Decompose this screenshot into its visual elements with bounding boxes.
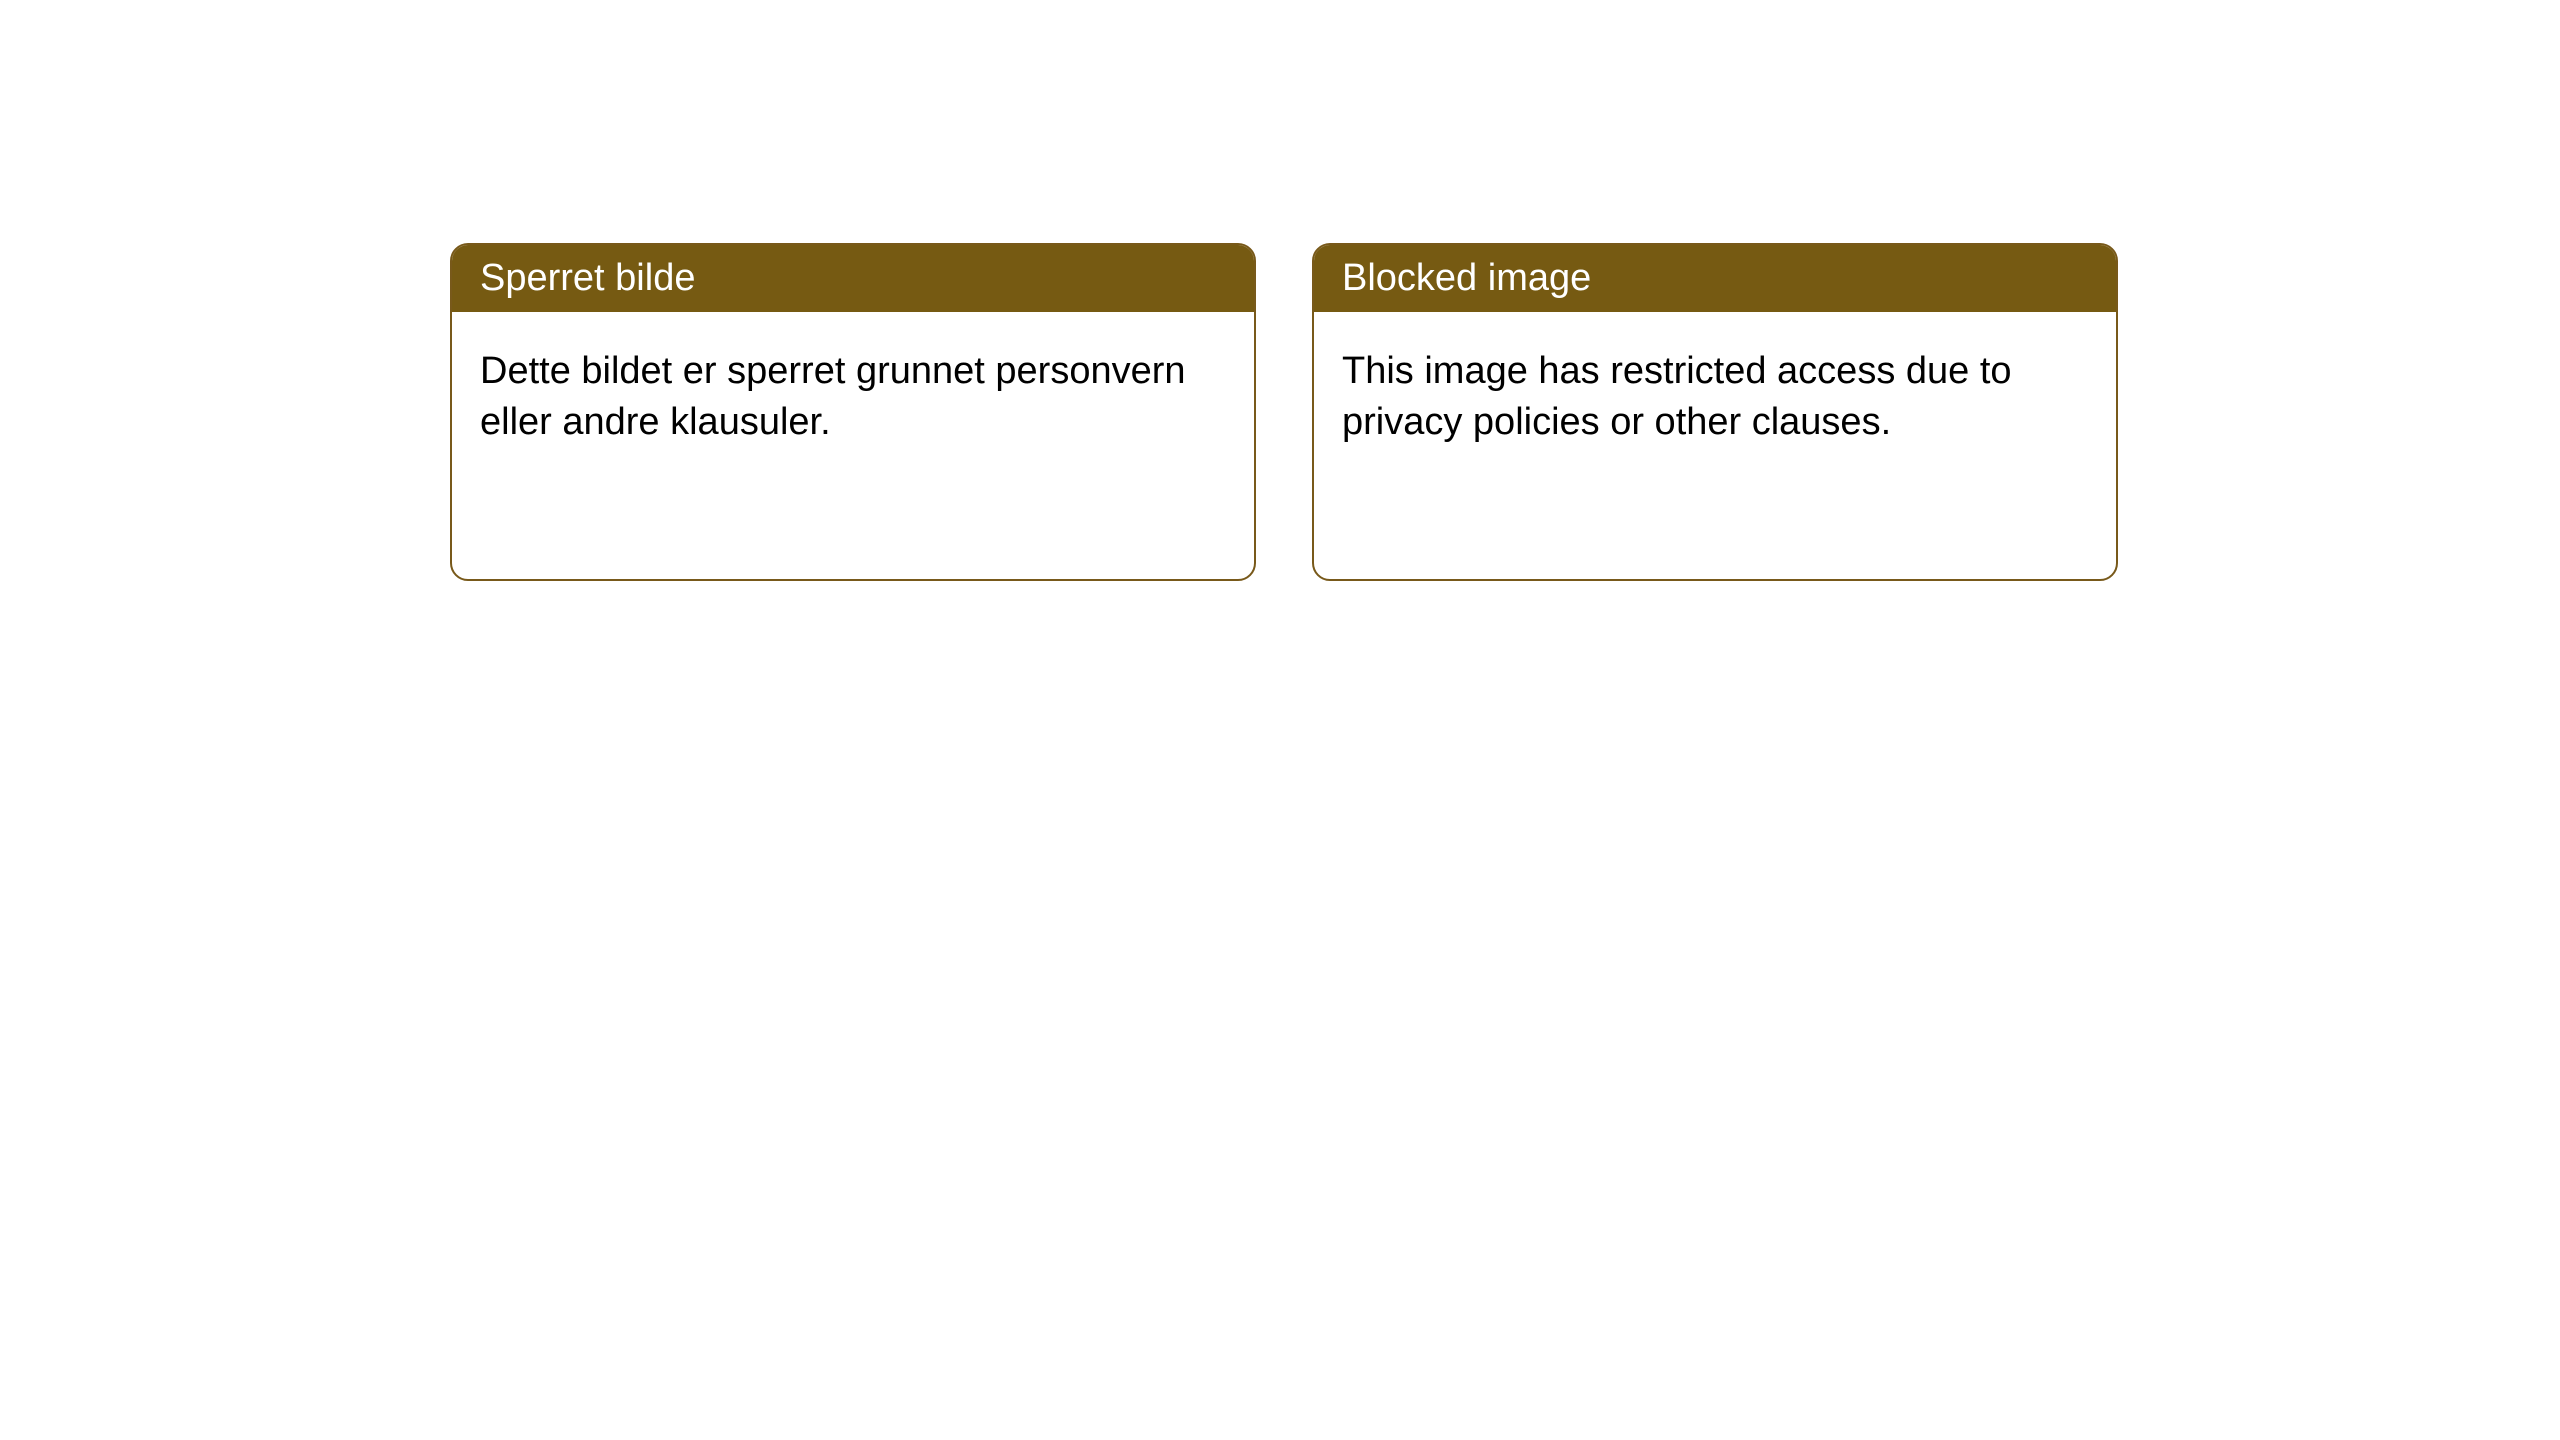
notice-cards-container: Sperret bilde Dette bildet er sperret gr… [450, 243, 2560, 581]
card-header: Blocked image [1314, 245, 2116, 312]
card-header: Sperret bilde [452, 245, 1254, 312]
card-body-text: Dette bildet er sperret grunnet personve… [480, 350, 1186, 443]
card-body: Dette bildet er sperret grunnet personve… [452, 312, 1254, 483]
card-body: This image has restricted access due to … [1314, 312, 2116, 483]
card-title: Sperret bilde [480, 257, 695, 299]
card-title: Blocked image [1342, 257, 1591, 299]
card-body-text: This image has restricted access due to … [1342, 350, 2012, 443]
notice-card-english: Blocked image This image has restricted … [1312, 243, 2118, 581]
notice-card-norwegian: Sperret bilde Dette bildet er sperret gr… [450, 243, 1256, 581]
